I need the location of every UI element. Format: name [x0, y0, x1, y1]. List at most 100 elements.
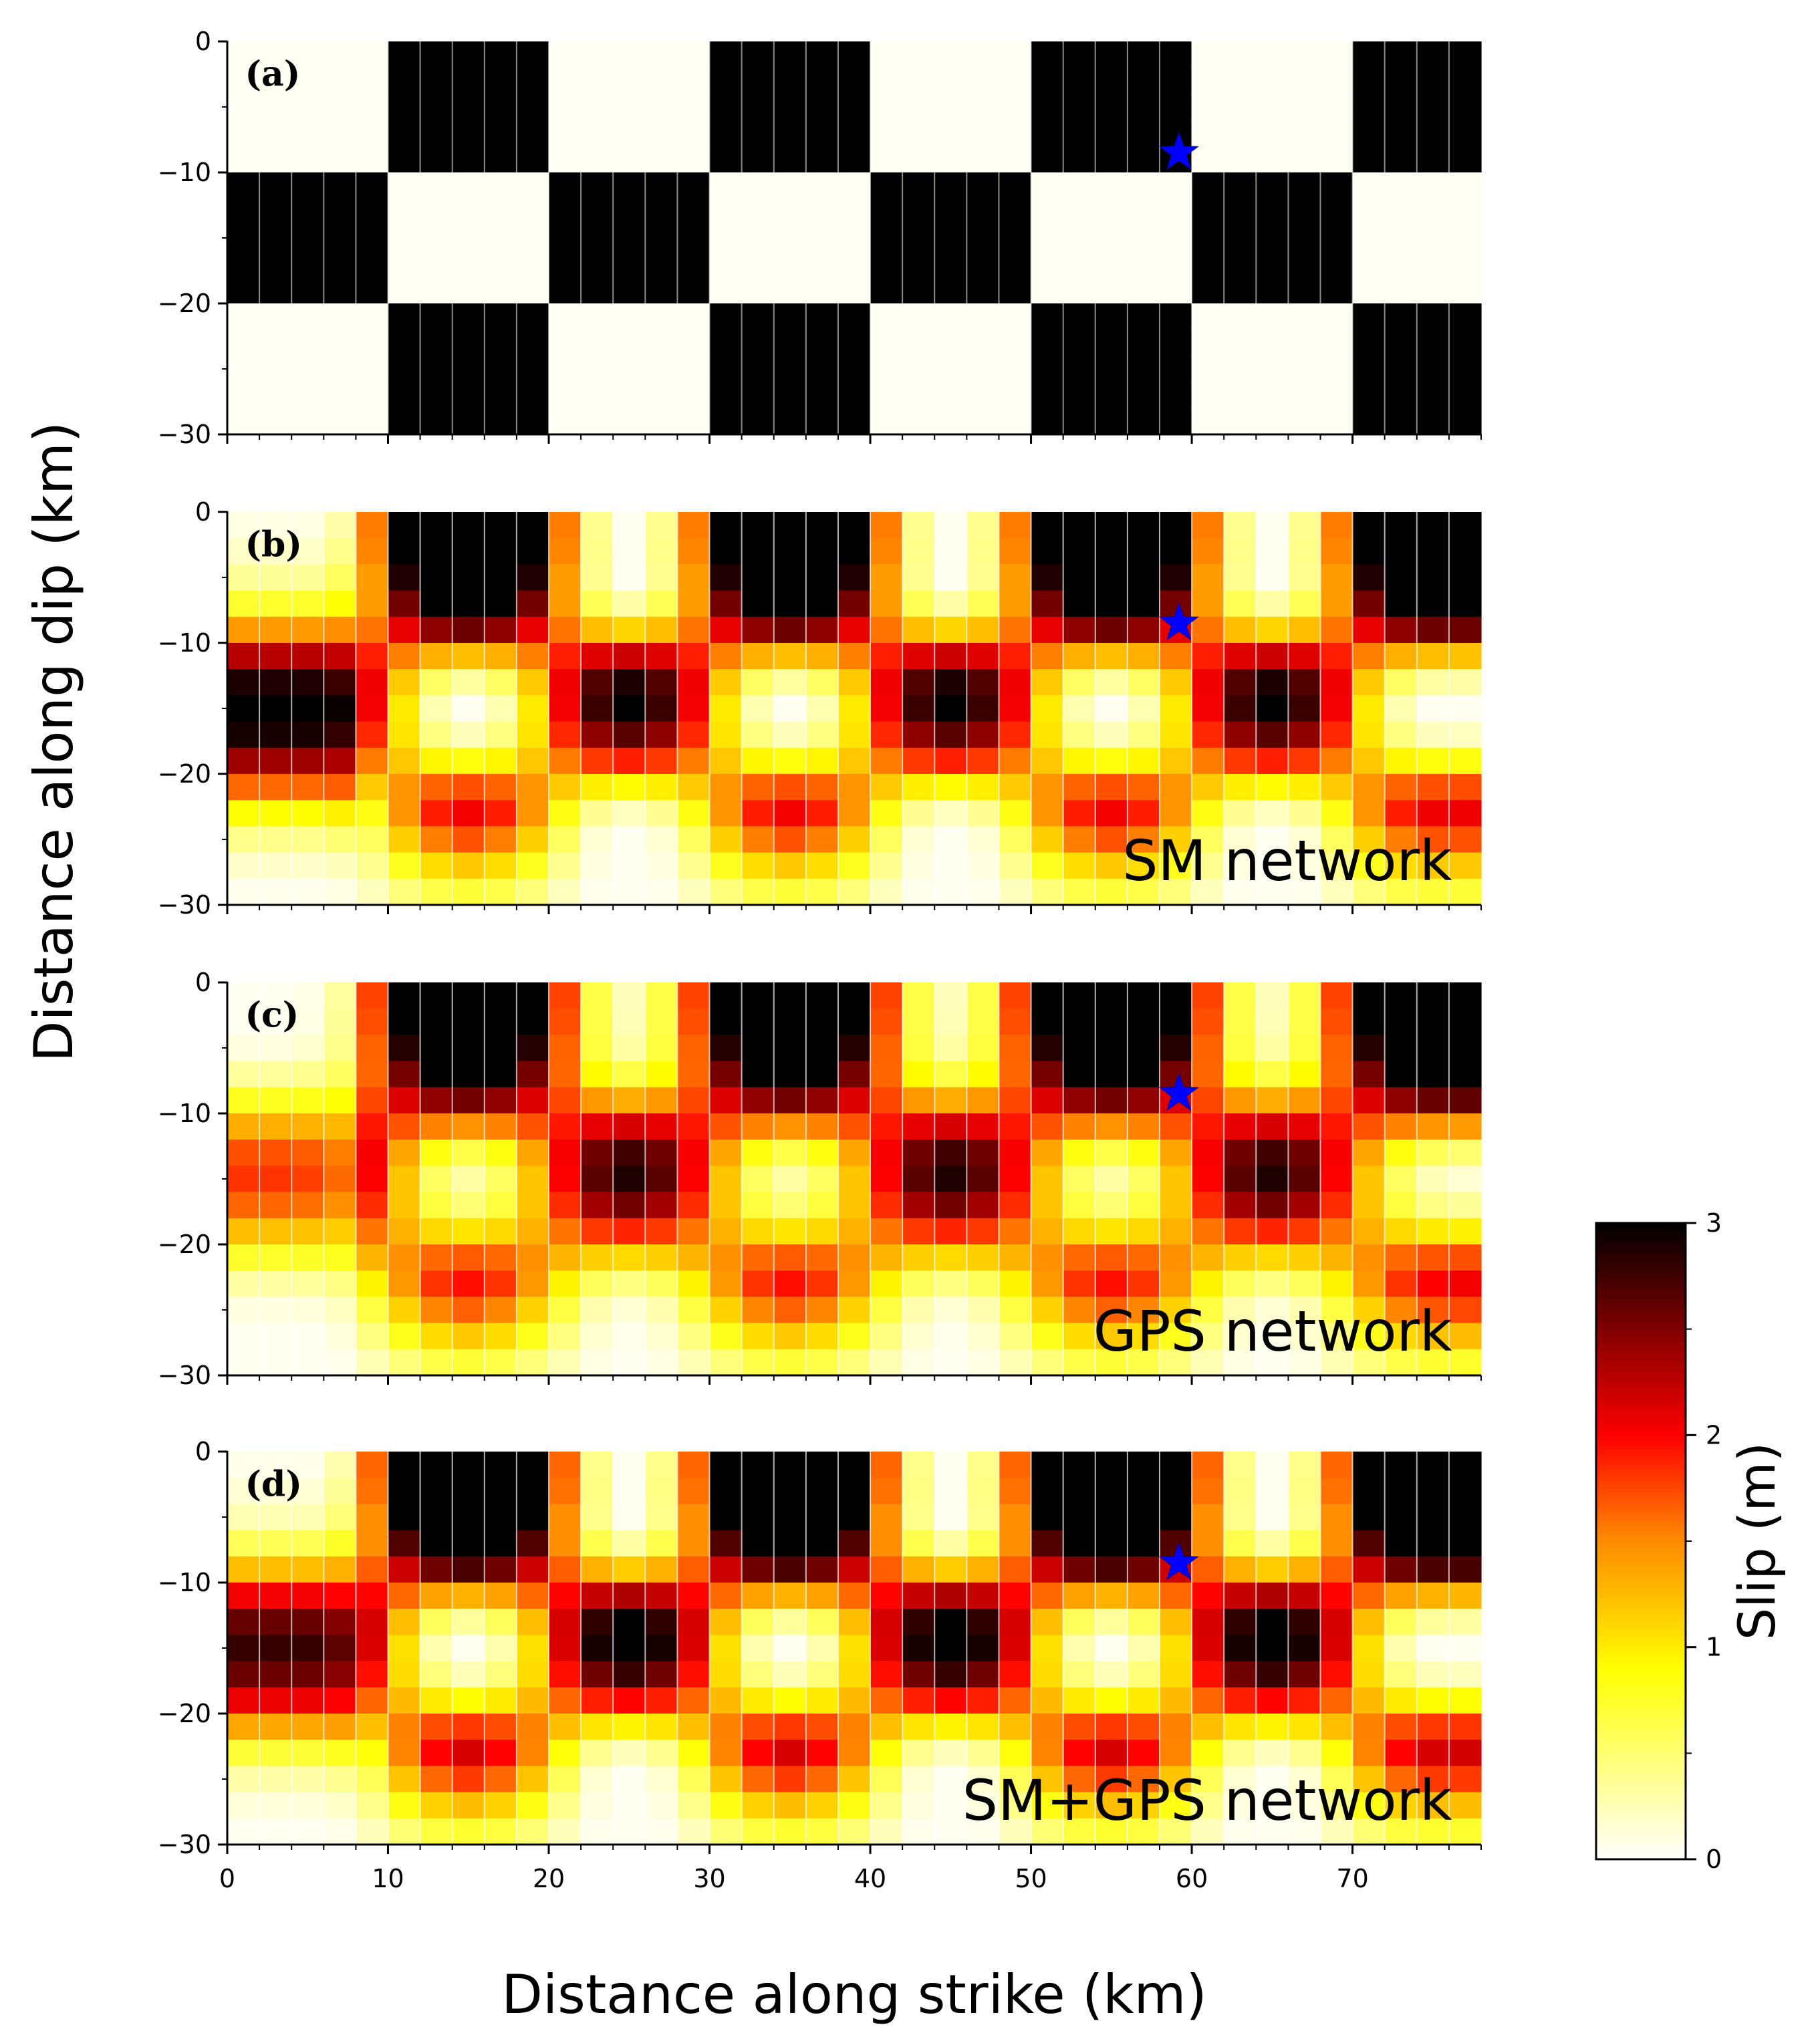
slip-cell	[356, 1218, 389, 1245]
slip-cell	[966, 172, 1000, 199]
slip-cell	[1224, 643, 1257, 670]
slip-cell	[645, 225, 678, 252]
slip-cell	[741, 564, 775, 591]
slip-cell	[1127, 1556, 1160, 1583]
slip-cell	[1224, 1478, 1257, 1504]
slip-cell	[484, 1556, 517, 1583]
slip-cell	[934, 1218, 967, 1245]
slip-cell	[549, 408, 581, 435]
slip-cell	[870, 669, 903, 696]
slip-cell	[741, 198, 775, 225]
slip-cell	[966, 1556, 1000, 1583]
slip-cell	[1416, 1061, 1450, 1088]
slip-cell	[1448, 120, 1482, 147]
slip-cell	[581, 1504, 614, 1531]
slip-cell	[613, 669, 646, 696]
slip-cell	[1320, 1556, 1353, 1583]
slip-cell	[1320, 225, 1353, 252]
slip-cell	[452, 564, 485, 591]
slip-cell	[1384, 852, 1418, 879]
slip-cell	[1224, 41, 1257, 68]
slip-cell	[549, 1766, 581, 1793]
slip-cell	[1384, 1270, 1418, 1297]
slip-cell	[677, 564, 710, 591]
colorbar-segment	[1596, 1233, 1686, 1240]
slip-cell	[388, 1504, 421, 1531]
slip-cell	[227, 1792, 260, 1819]
slip-cell	[1448, 1792, 1482, 1819]
slip-cell	[1288, 303, 1321, 330]
slip-cell	[484, 590, 517, 618]
slip-cell	[323, 1270, 356, 1297]
slip-cell	[484, 1766, 517, 1793]
slip-cell	[1192, 1583, 1224, 1609]
slip-cell	[356, 408, 389, 435]
y-tick-label: −20	[158, 289, 211, 318]
slip-cell	[1256, 1583, 1289, 1609]
slip-cell	[934, 1087, 967, 1114]
slip-cell	[1320, 41, 1353, 68]
colorbar-title: Slip (m)	[1727, 1442, 1787, 1640]
slip-cell	[227, 852, 260, 879]
slip-cell	[1256, 1008, 1289, 1035]
slip-cell	[484, 1035, 517, 1062]
slip-cell	[452, 1061, 485, 1088]
slip-cell	[999, 1139, 1032, 1166]
slip-cell	[323, 120, 356, 147]
slip-cell	[1320, 1687, 1353, 1714]
slip-cell	[677, 1323, 710, 1350]
slip-cell	[1384, 800, 1418, 827]
slip-cell	[388, 1270, 421, 1297]
slip-cell	[966, 1635, 1000, 1662]
slip-cell	[773, 1478, 807, 1504]
slip-cell	[645, 1609, 678, 1635]
slip-cell	[388, 41, 421, 68]
slip-cell	[902, 1349, 935, 1376]
slip-cell	[356, 1244, 389, 1271]
slip-cell	[1448, 67, 1482, 94]
slip-cell	[677, 669, 710, 696]
slip-cell	[1416, 1661, 1450, 1688]
slip-cell	[388, 1061, 421, 1088]
slip-cell	[1192, 1035, 1224, 1062]
slip-cell	[581, 146, 614, 173]
slip-cell	[291, 590, 324, 618]
slip-cell	[1160, 94, 1192, 121]
slip-cell	[1095, 225, 1128, 252]
slip-cell	[709, 721, 743, 749]
slip-cell	[934, 1008, 967, 1035]
slip-cell	[1063, 1635, 1096, 1662]
slip-cell	[1288, 669, 1321, 696]
slip-cell	[1031, 41, 1064, 68]
slip-cell	[1256, 1218, 1289, 1245]
slip-cell	[1095, 41, 1128, 68]
slip-cell	[1352, 277, 1386, 304]
slip-cell	[677, 1766, 710, 1793]
slip-cell	[452, 1244, 485, 1271]
slip-cell	[645, 41, 678, 68]
slip-cell	[291, 1740, 324, 1766]
colorbar-segment	[1596, 1652, 1686, 1659]
slip-cell	[452, 1818, 485, 1845]
slip-cell	[837, 198, 871, 225]
slip-cell	[1160, 643, 1192, 670]
slip-cell	[934, 590, 967, 618]
slip-cell	[1288, 1323, 1321, 1350]
slip-cell	[1384, 1583, 1418, 1609]
slip-cell	[549, 356, 581, 383]
slip-cell	[741, 538, 775, 565]
slip-cell	[1384, 1323, 1418, 1350]
slip-cell	[1448, 1087, 1482, 1114]
slip-cell	[1384, 1766, 1418, 1793]
colorbar-segment	[1596, 1621, 1686, 1627]
slip-cell	[902, 1687, 935, 1714]
slip-cell	[388, 1087, 421, 1114]
slip-cell	[1192, 616, 1224, 644]
slip-cell	[1127, 1087, 1160, 1114]
slip-cell	[1127, 408, 1160, 435]
slip-cell	[484, 94, 517, 121]
slip-cell	[1352, 982, 1386, 1009]
slip-cell	[516, 1452, 549, 1478]
slip-cell	[1384, 1166, 1418, 1193]
slip-cell	[966, 1609, 1000, 1635]
